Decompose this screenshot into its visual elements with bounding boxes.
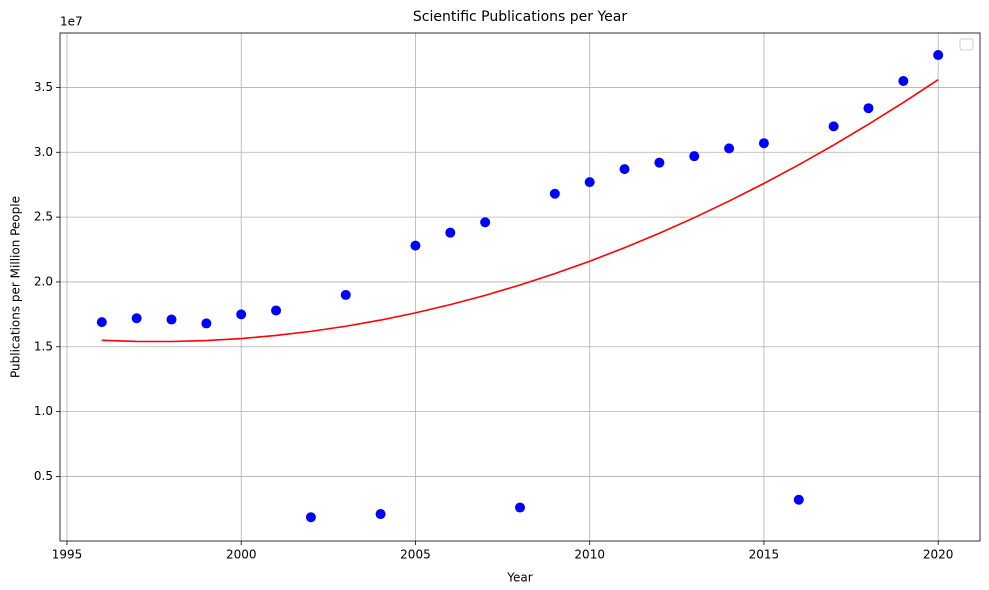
scatter-point: [305, 512, 316, 523]
y-tick-label: 3.0: [34, 145, 53, 159]
x-tick-label: 2015: [749, 548, 780, 562]
y-tick-label: 3.5: [34, 80, 53, 94]
scatter-point: [758, 138, 769, 149]
scatter-point: [549, 188, 560, 199]
scatter-point: [898, 75, 909, 86]
scatter-point: [375, 509, 386, 520]
x-axis-label: Year: [506, 571, 532, 585]
y-axis-label: Publications per Million People: [9, 196, 23, 378]
chart-title: Scientific Publications per Year: [413, 9, 627, 25]
scatter-point: [724, 143, 735, 154]
y-tick-label: 0.5: [34, 469, 53, 483]
y-tick-label: 2.0: [34, 274, 53, 288]
scatter-point: [166, 314, 177, 325]
y-tick-label: 2.5: [34, 210, 53, 224]
scatter-point: [689, 151, 700, 162]
y-offset-label: 1e7: [60, 15, 83, 29]
legend: [959, 38, 974, 51]
x-tick-label: 1995: [52, 548, 83, 562]
scatter-point: [445, 227, 456, 238]
scatter-point: [515, 502, 525, 513]
scatter-point: [410, 240, 421, 251]
x-tick-label: 2010: [574, 548, 605, 562]
scatter-point: [654, 157, 665, 168]
scatter-point: [236, 309, 247, 320]
scatter-point: [933, 50, 944, 61]
scatter-point: [201, 318, 212, 329]
scatter-point: [863, 103, 874, 114]
scatter-point: [619, 164, 630, 175]
y-tick-label: 1.5: [34, 339, 53, 353]
scatter-point: [480, 217, 491, 228]
fit-line: [101, 79, 939, 343]
x-tick-label: 2000: [226, 548, 257, 562]
scatter-point: [793, 494, 804, 505]
scatter-point: [96, 317, 107, 328]
x-tick-label: 2005: [400, 548, 431, 562]
scatter-point: [131, 313, 142, 324]
x-tick-label: 2020: [923, 548, 954, 562]
axes-frame: [59, 32, 981, 542]
y-tick-label: 1.0: [34, 404, 53, 418]
scatter-point: [828, 121, 839, 132]
scatter-point: [584, 177, 595, 188]
scatter-point: [271, 305, 282, 316]
scatter-point: [340, 289, 351, 300]
